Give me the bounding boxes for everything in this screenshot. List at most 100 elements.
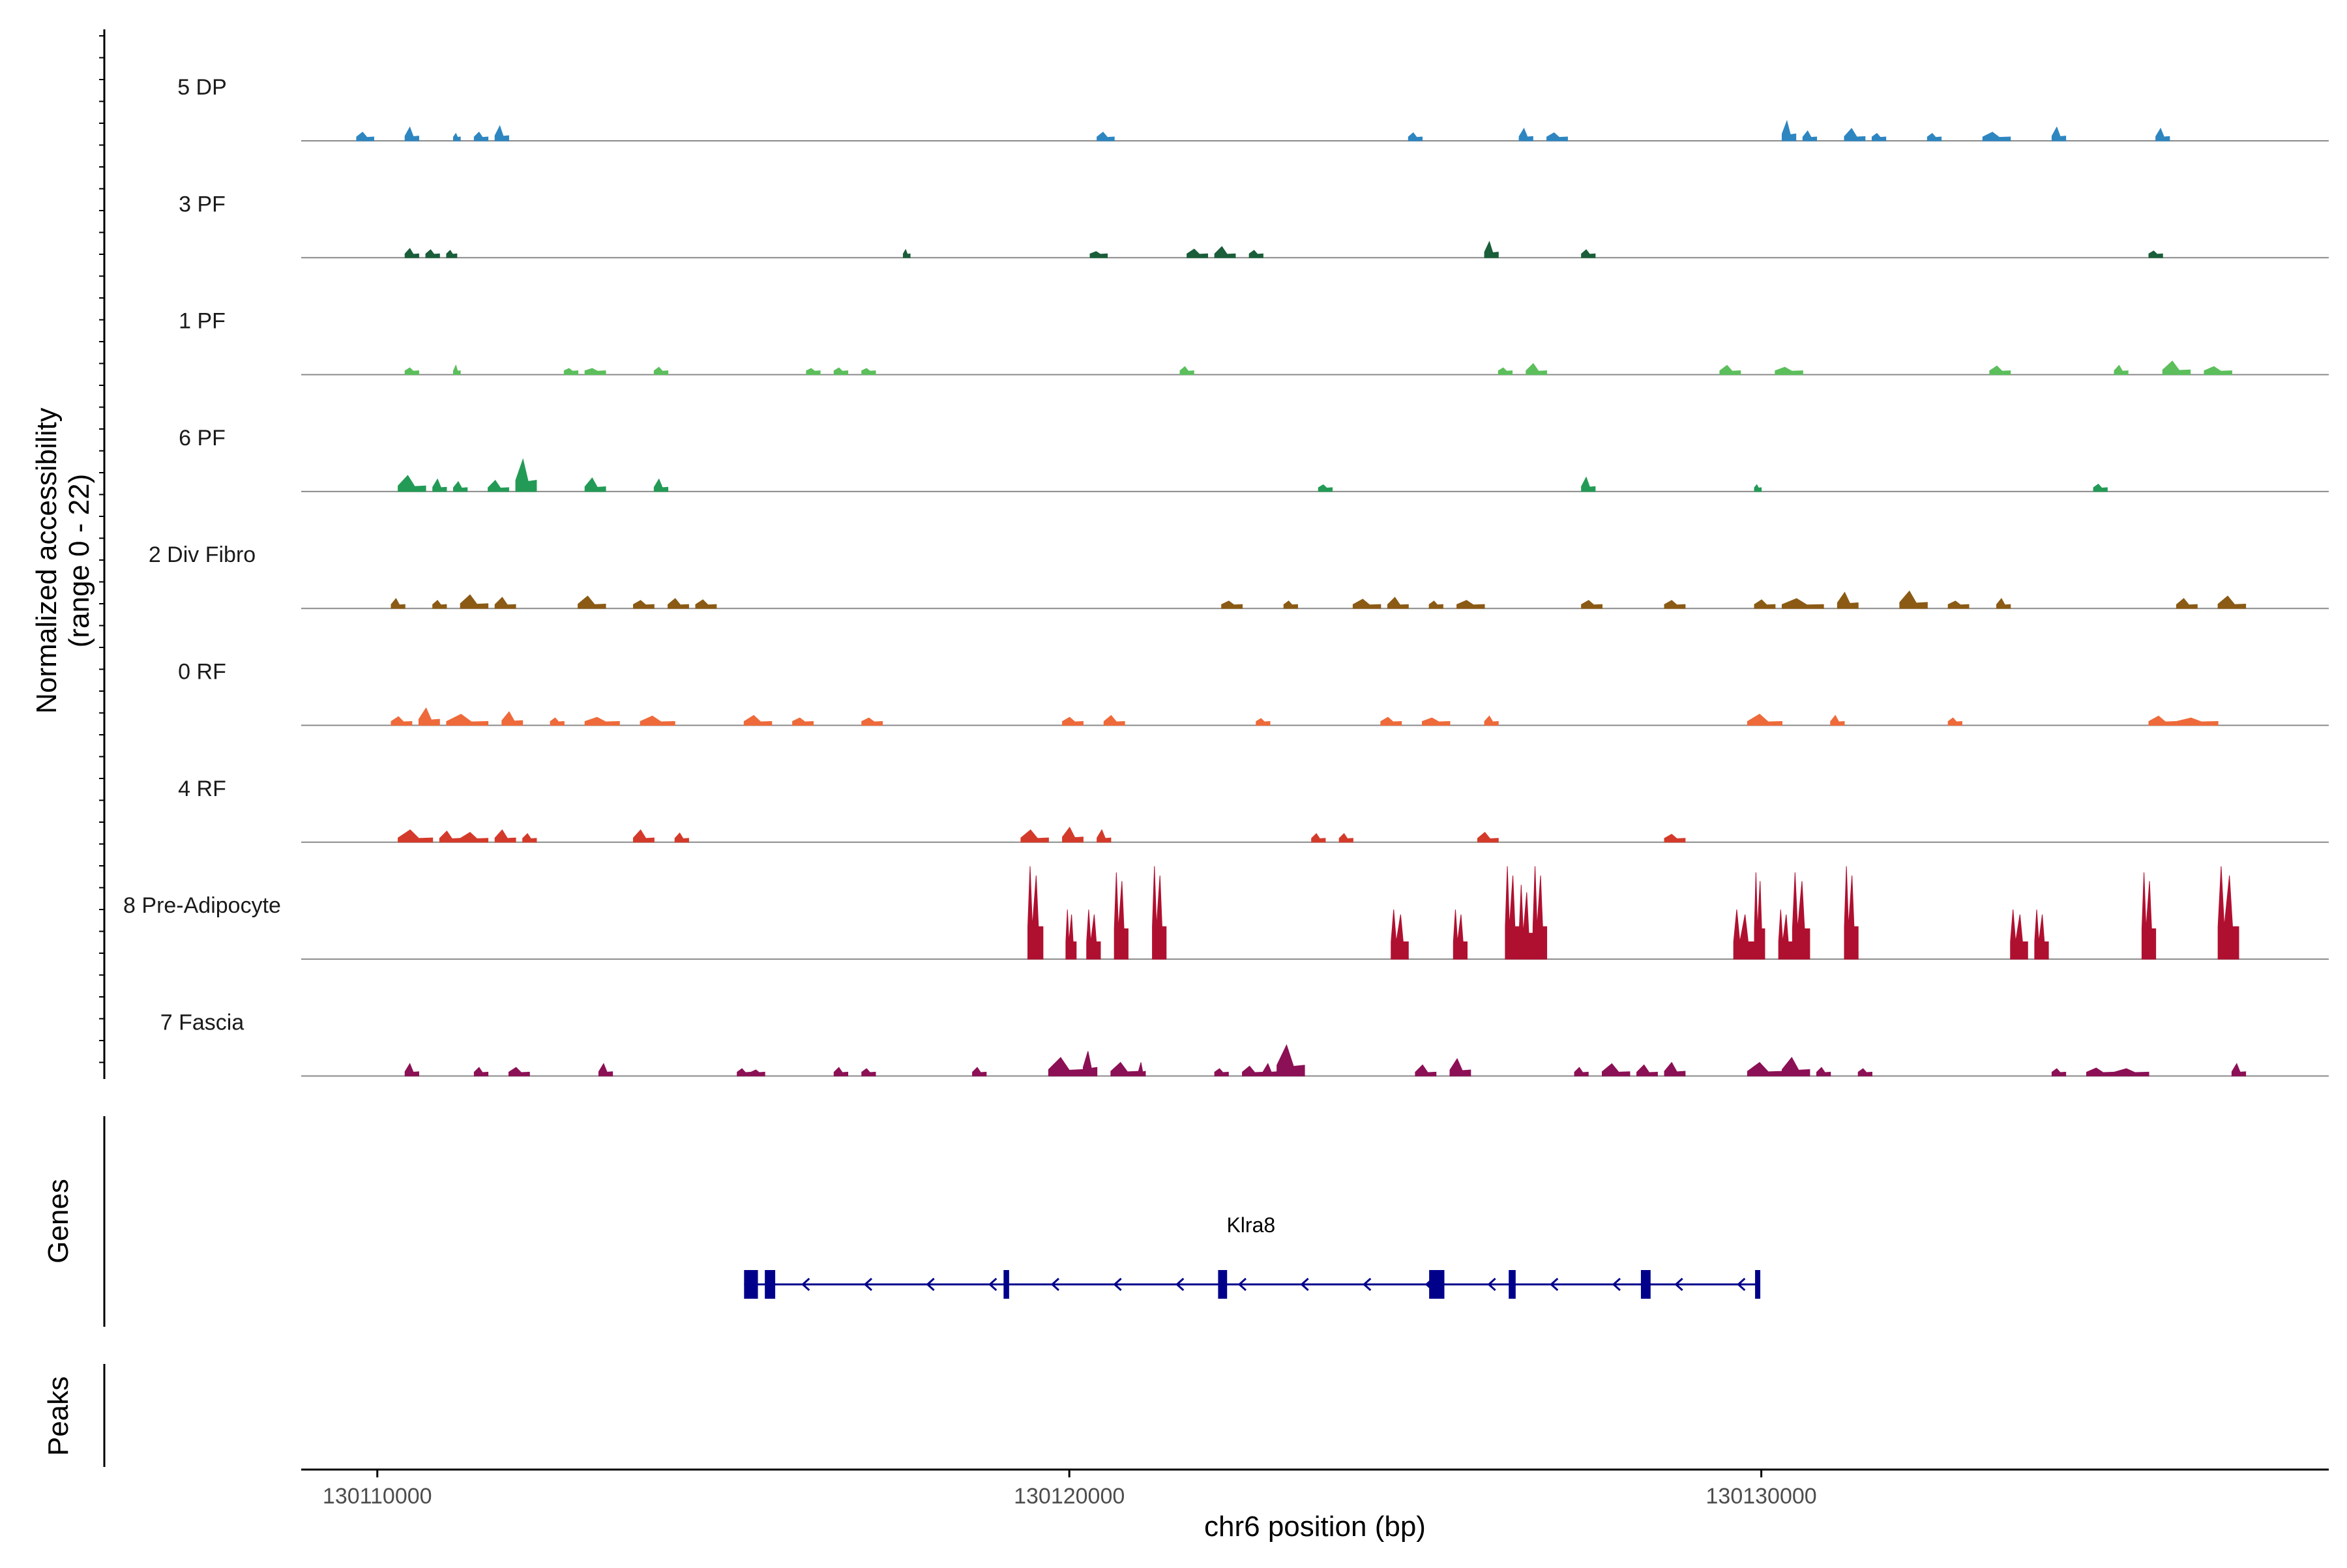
coverage-peak bbox=[1477, 831, 1499, 843]
coverage-peak bbox=[1754, 872, 1765, 960]
coverage-peak bbox=[2051, 1068, 2067, 1076]
gene-label: Klra8 bbox=[1226, 1213, 1275, 1237]
coverage-peak bbox=[460, 594, 489, 609]
coverage-peak bbox=[1733, 910, 1755, 960]
track-label: 2 Div Fibro bbox=[149, 542, 256, 567]
coverage-peak bbox=[1311, 833, 1326, 843]
coverage-peak bbox=[1391, 910, 1409, 960]
coverage-peak bbox=[1103, 715, 1125, 726]
coverage-peak bbox=[1062, 827, 1084, 843]
gene-exon bbox=[765, 1270, 776, 1299]
coverage-peak bbox=[1601, 1063, 1631, 1076]
strand-arrow bbox=[926, 1277, 935, 1292]
coverage-peak bbox=[488, 480, 509, 492]
coverage-peak bbox=[1996, 598, 2011, 609]
strand-arrow bbox=[1487, 1277, 1496, 1292]
coverage-peak bbox=[1664, 600, 1686, 609]
coverage-peak bbox=[584, 477, 606, 492]
track-label: 1 PF bbox=[179, 309, 226, 334]
coverage-peak bbox=[1781, 598, 1824, 609]
coverage-peak bbox=[404, 248, 419, 258]
coverage-peak bbox=[584, 717, 620, 726]
coverage-peak bbox=[2141, 872, 2157, 960]
coverage-peak bbox=[460, 831, 489, 843]
coverage-peak bbox=[2034, 910, 2049, 960]
strand-arrow bbox=[801, 1277, 810, 1292]
coverage-peak bbox=[833, 367, 849, 376]
coverage-peak bbox=[674, 832, 689, 843]
x-axis-ticks: 130110000 130120000 130130000 bbox=[323, 1470, 1817, 1509]
coverage-peak bbox=[1792, 872, 1810, 960]
coverage-peak bbox=[1242, 1065, 1263, 1076]
coverage-peak bbox=[563, 368, 579, 376]
strand-arrow bbox=[1300, 1277, 1309, 1292]
coverage-peak bbox=[522, 833, 537, 843]
coverage-peak bbox=[2093, 483, 2108, 492]
coverage-peak bbox=[494, 829, 516, 843]
coverage-peak bbox=[1781, 119, 1797, 141]
coverage-peak bbox=[1581, 476, 1596, 492]
coverage-peak bbox=[1027, 866, 1044, 960]
track-4-rf: 4 RF bbox=[178, 777, 2329, 843]
coverage-peak bbox=[578, 595, 606, 609]
coverage-peak bbox=[1086, 910, 1101, 960]
strand-arrow bbox=[988, 1277, 997, 1292]
coverage-peak bbox=[1338, 833, 1353, 843]
coverage-peak bbox=[1262, 1063, 1278, 1076]
coverage-peak bbox=[1532, 866, 1548, 960]
coverage-peak bbox=[1214, 246, 1236, 258]
coverage-peak bbox=[2176, 717, 2219, 726]
coverage-peak bbox=[695, 599, 717, 609]
coverage-peak bbox=[2217, 595, 2247, 609]
coverage-peak bbox=[1581, 249, 1596, 258]
track-2-div-fibro: 2 Div Fibro bbox=[149, 542, 2329, 610]
coverage-peak bbox=[2148, 715, 2177, 726]
coverage-tracks: 5 DP 3 PF 1 PF 6 PF 2 Div Fibro 0 RF 4 RF 8 Pre… bbox=[123, 75, 2329, 1077]
coverage-peak bbox=[1152, 866, 1167, 960]
gene-exon bbox=[1509, 1270, 1516, 1299]
coverage-peak bbox=[1277, 1044, 1305, 1076]
coverage-peak bbox=[391, 716, 413, 726]
coverage-peak bbox=[1221, 600, 1243, 609]
track-8-pre-adipocyte: 8 Pre-Adipocyte bbox=[123, 866, 2329, 960]
track-6-pf: 6 PF bbox=[179, 426, 2329, 492]
coverage-peak bbox=[1778, 910, 1793, 960]
coverage-peak bbox=[1747, 1061, 1782, 1076]
coverage-peak bbox=[1352, 599, 1381, 609]
coverage-peak bbox=[1428, 600, 1443, 609]
x-tick-label: 130120000 bbox=[1014, 1484, 1125, 1509]
track-5-dp: 5 DP bbox=[177, 75, 2329, 141]
coverage-peak bbox=[1453, 910, 1468, 960]
coverage-peak bbox=[833, 1067, 849, 1076]
track-label: 0 RF bbox=[178, 660, 226, 685]
coverage-peak bbox=[861, 717, 883, 726]
coverage-peak bbox=[1110, 1061, 1139, 1076]
coverage-peak bbox=[2162, 360, 2191, 376]
y-axis-title-line-1: Normalized accessibility bbox=[31, 407, 63, 713]
coverage-peak bbox=[1062, 717, 1084, 726]
strand-arrow bbox=[1050, 1277, 1059, 1292]
coverage-peak bbox=[1775, 366, 1803, 376]
coverage-peak bbox=[1422, 717, 1451, 726]
coverage-peak bbox=[404, 367, 419, 376]
coverage-peak bbox=[1318, 484, 1333, 492]
coverage-peak bbox=[1283, 600, 1298, 609]
coverage-peak bbox=[1546, 132, 1568, 141]
coverage-peak bbox=[1518, 127, 1533, 141]
coverage-peak bbox=[1187, 248, 1208, 258]
strand-arrow bbox=[1175, 1277, 1185, 1292]
coverage-peak bbox=[632, 600, 655, 609]
coverage-peak bbox=[737, 1068, 752, 1076]
y-axis-ticks bbox=[99, 35, 104, 1063]
coverage-peak bbox=[1097, 829, 1112, 843]
gene-exon bbox=[1755, 1270, 1761, 1299]
coverage-peak bbox=[515, 458, 537, 492]
coverage-peak bbox=[1498, 367, 1513, 376]
track-label: 3 PF bbox=[179, 192, 226, 216]
gene-exon bbox=[744, 1270, 758, 1299]
coverage-peak bbox=[1747, 713, 1782, 726]
track-label: 6 PF bbox=[179, 426, 226, 451]
coverage-peak bbox=[1581, 600, 1602, 609]
